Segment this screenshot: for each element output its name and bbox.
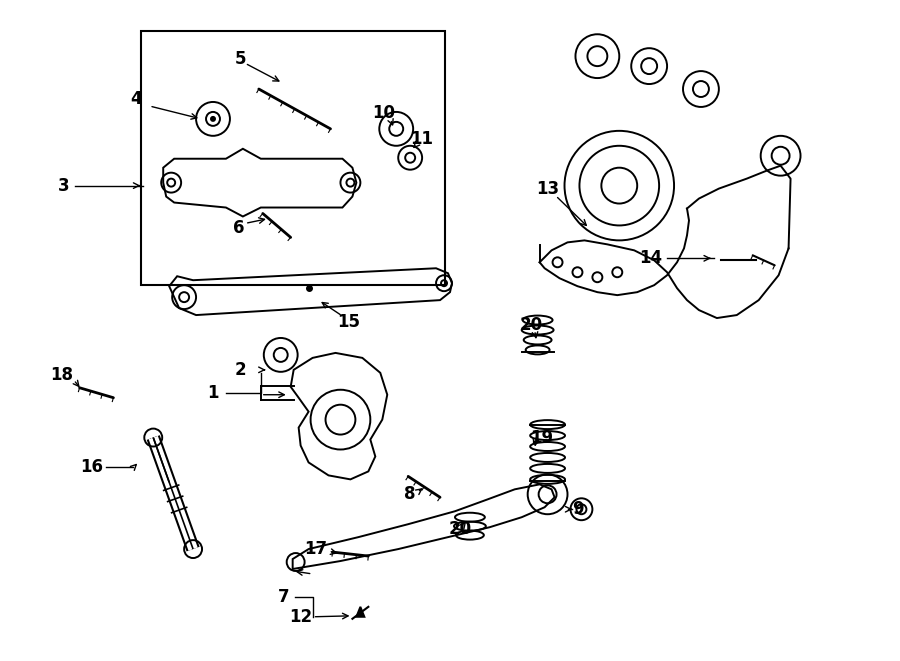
Text: 14: 14 (640, 249, 662, 267)
Polygon shape (356, 607, 365, 617)
Text: 18: 18 (50, 366, 73, 384)
Text: 1: 1 (207, 384, 219, 402)
Text: 10: 10 (372, 104, 395, 122)
Text: 7: 7 (278, 588, 290, 606)
Text: 2: 2 (235, 361, 247, 379)
Text: 6: 6 (233, 219, 245, 237)
Text: 9: 9 (572, 500, 583, 518)
Text: 12: 12 (289, 608, 312, 626)
Text: 11: 11 (410, 130, 434, 148)
Text: 8: 8 (404, 485, 416, 503)
Circle shape (211, 117, 215, 121)
Text: 16: 16 (80, 459, 103, 477)
Text: 5: 5 (235, 50, 247, 68)
Text: 19: 19 (530, 428, 554, 447)
Text: 15: 15 (337, 313, 360, 331)
Text: 20: 20 (448, 520, 472, 538)
Bar (141, 31, 445, 285)
Text: 3: 3 (58, 176, 69, 194)
Text: 13: 13 (536, 180, 559, 198)
Text: 20: 20 (520, 316, 544, 334)
Text: 4: 4 (130, 90, 142, 108)
Text: 17: 17 (304, 540, 327, 558)
